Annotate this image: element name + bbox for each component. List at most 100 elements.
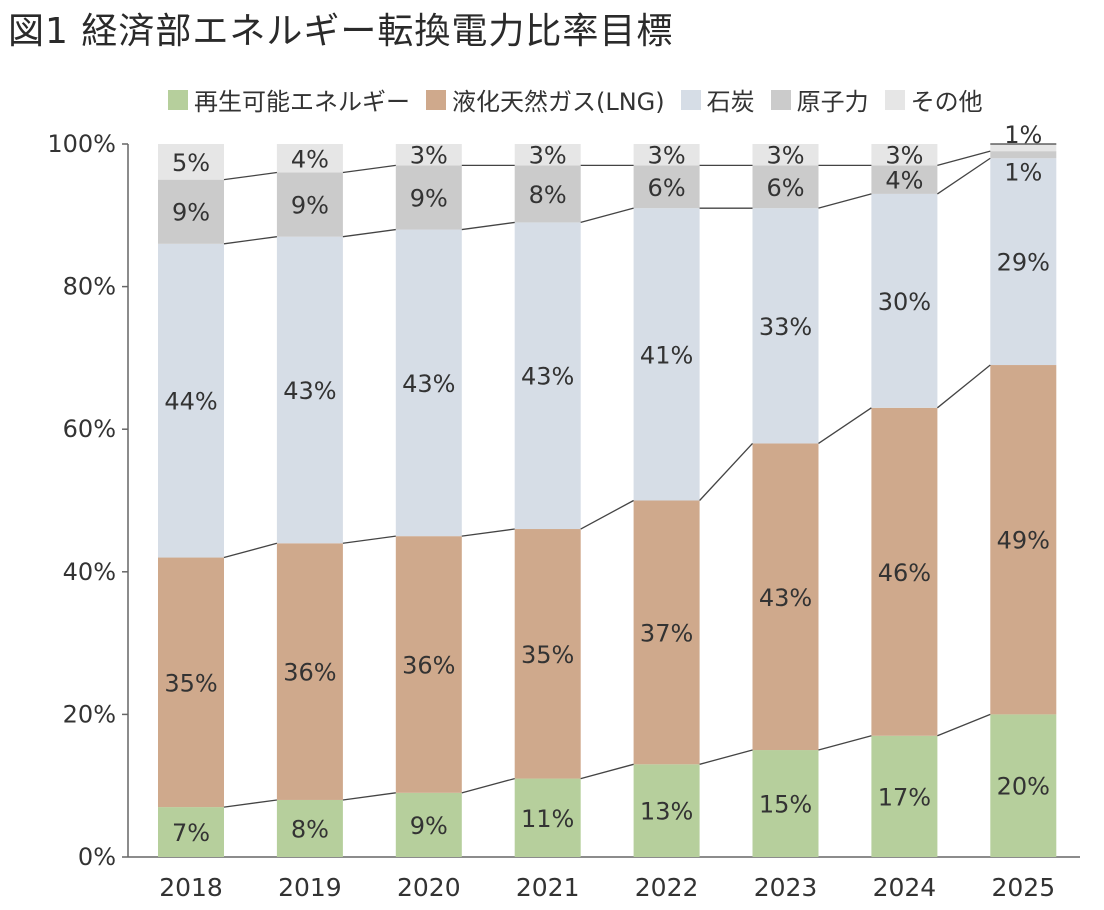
- data-label-coal-2018: 44%: [164, 388, 217, 416]
- data-label-coal-2024: 30%: [878, 288, 931, 316]
- legend-swatch-lng: [426, 89, 446, 110]
- data-label-coal-2022: 41%: [640, 341, 693, 369]
- bar-lng-2025: [990, 365, 1057, 715]
- data-label-nuclear-2024: 4%: [885, 167, 923, 195]
- bar-coal-2025: [990, 158, 1057, 366]
- connector-line: [937, 150, 991, 167]
- legend-item-other: その他: [884, 82, 983, 117]
- data-label-coal-2019: 43%: [283, 377, 336, 405]
- connector-line: [461, 221, 515, 231]
- bar-other-2019: [276, 144, 343, 173]
- bar-renewable-2025: [990, 714, 1057, 857]
- bar-other-2023: [752, 144, 819, 166]
- connector-line: [580, 499, 634, 530]
- x-tick-label: 2025: [991, 873, 1055, 902]
- connector-line: [342, 228, 396, 238]
- chart-title: 図1 経済部エネルギー転換電力比率目標: [8, 11, 674, 52]
- connector-line: [818, 193, 872, 209]
- bar-coal-2024: [871, 193, 938, 408]
- data-label-coal-2020: 43%: [402, 370, 455, 398]
- connector-line: [342, 792, 396, 801]
- legend-swatch-nuclear: [770, 89, 791, 110]
- data-label-other-2023: 3%: [766, 142, 804, 170]
- data-label-lng-2024: 46%: [878, 559, 931, 587]
- bar-renewable-2020: [395, 792, 462, 857]
- connector-line: [818, 735, 872, 751]
- connector-line: [937, 157, 991, 195]
- connector-line: [461, 777, 515, 794]
- bar-coal-2020: [395, 229, 462, 537]
- x-tick-label: 2018: [159, 873, 223, 902]
- data-label-renewable-2019: 8%: [291, 815, 329, 843]
- bar-renewable-2019: [276, 799, 343, 857]
- connector-line: [223, 236, 277, 245]
- data-label-lng-2022: 37%: [640, 619, 693, 647]
- bar-coal-2019: [276, 236, 343, 544]
- data-label-coal-2023: 33%: [759, 313, 812, 341]
- x-tick-label: 2020: [397, 873, 461, 902]
- data-label-renewable-2020: 9%: [410, 812, 448, 840]
- y-tick-label: 0%: [78, 843, 116, 871]
- connector-line: [699, 443, 753, 501]
- bar-nuclear-2018: [158, 179, 224, 244]
- data-label-other-2020: 3%: [410, 142, 448, 170]
- x-tick-label: 2022: [635, 873, 699, 902]
- bar-other-2022: [633, 144, 700, 166]
- bar-renewable-2023: [752, 750, 819, 857]
- data-label-renewable-2021: 11%: [521, 805, 574, 833]
- data-label-nuclear-2020: 9%: [410, 184, 448, 212]
- data-label-other-2019: 4%: [291, 145, 329, 173]
- data-label-renewable-2025: 20%: [997, 773, 1050, 801]
- bar-renewable-2018: [158, 807, 224, 857]
- bar-nuclear-2021: [514, 165, 581, 223]
- data-label-other-2024: 3%: [885, 142, 923, 170]
- connector-line: [818, 407, 872, 444]
- connector-line: [580, 763, 634, 780]
- data-label-renewable-2023: 15%: [759, 791, 812, 819]
- bar-other-2021: [514, 144, 581, 166]
- y-tick-label: 40%: [63, 558, 116, 586]
- data-label-other-2022: 3%: [648, 142, 686, 170]
- bar-coal-2022: [633, 208, 700, 501]
- data-label-lng-2018: 35%: [164, 669, 217, 697]
- connector-line: [342, 535, 396, 544]
- y-tick-label: 80%: [63, 273, 116, 301]
- legend-swatch-renewable: [168, 89, 188, 110]
- bar-other-2024: [871, 144, 938, 166]
- legend-label-renewable: 再生可能エネルギー: [194, 88, 410, 116]
- data-label-lng-2021: 35%: [521, 641, 574, 669]
- bar-lng-2024: [871, 407, 938, 736]
- x-tick-label: 2021: [516, 873, 580, 902]
- bar-nuclear-2019: [276, 172, 343, 237]
- connector-line: [937, 713, 991, 737]
- legend-label-coal: 石炭: [706, 88, 755, 116]
- data-label-nuclear-2022: 6%: [648, 174, 686, 202]
- legend-item-renewable: 再生可能エネルギー: [168, 82, 410, 117]
- bar-lng-2021: [514, 529, 581, 779]
- bar-renewable-2022: [633, 764, 700, 857]
- data-label-coal-2025: 29%: [997, 249, 1050, 277]
- bar-nuclear-2023: [752, 165, 819, 209]
- data-label-other-2018: 5%: [172, 149, 210, 177]
- data-label-nuclear-2019: 9%: [291, 192, 329, 220]
- data-label-nuclear-2021: 8%: [529, 181, 567, 209]
- bar-lng-2023: [752, 443, 819, 751]
- y-tick-label: 20%: [63, 700, 116, 728]
- legend-swatch-coal: [680, 89, 701, 110]
- legend-swatch-other: [884, 89, 905, 110]
- bar-nuclear-2024: [871, 165, 938, 194]
- data-label-coal-2021: 43%: [521, 363, 574, 391]
- legend: 再生可能エネルギー 液化天然ガス(LNG) 石炭 原子力 その他: [168, 82, 999, 117]
- bar-nuclear-2020: [395, 165, 462, 230]
- bar-nuclear-2022: [633, 165, 700, 209]
- connector-line: [223, 171, 277, 181]
- data-label-renewable-2018: 7%: [172, 819, 210, 847]
- bar-lng-2019: [276, 543, 343, 800]
- x-tick-label: 2024: [873, 873, 937, 902]
- legend-label-nuclear: 原子力: [796, 88, 869, 116]
- legend-label-other: その他: [910, 88, 983, 116]
- x-tick-label: 2019: [278, 873, 342, 902]
- legend-item-coal: 石炭: [680, 82, 755, 117]
- bar-renewable-2021: [514, 778, 581, 857]
